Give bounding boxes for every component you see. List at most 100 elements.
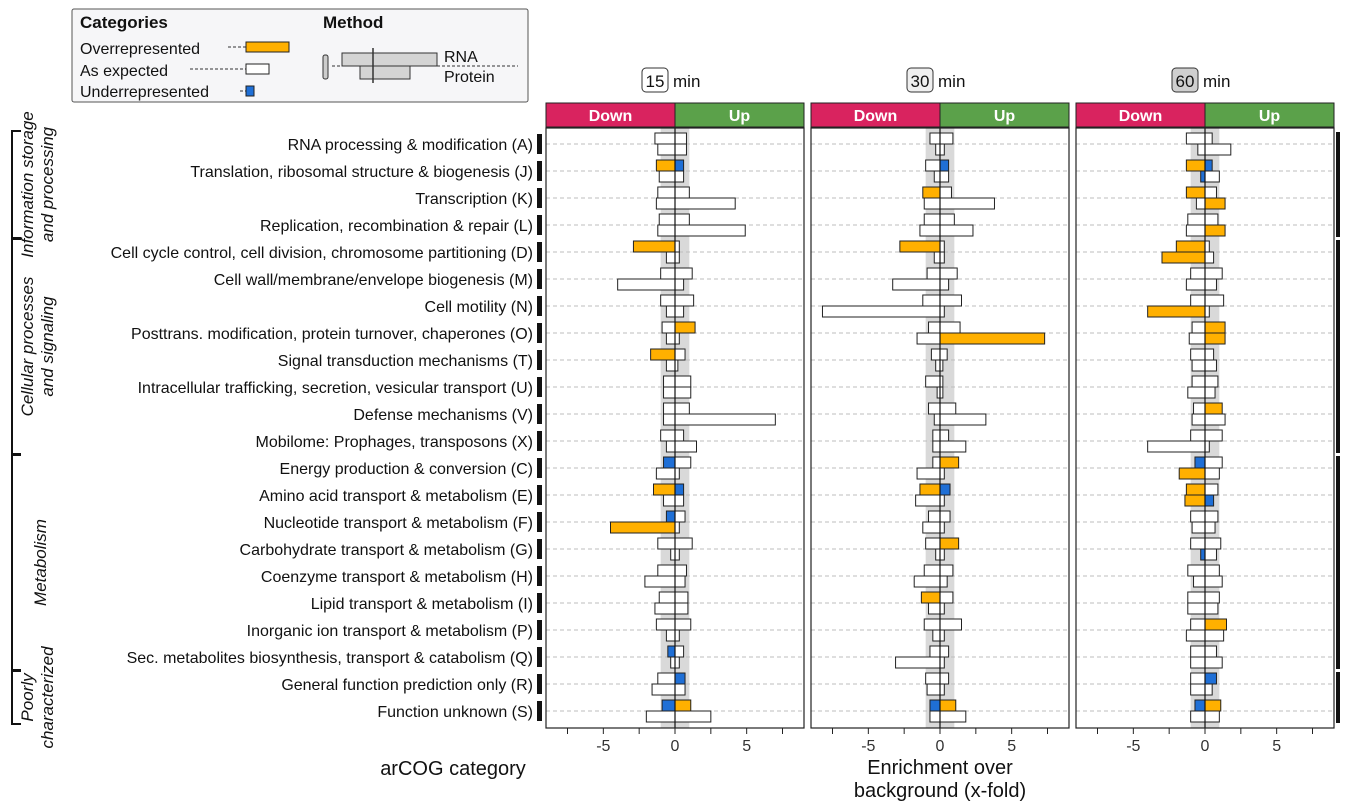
- bar-down-rna: [930, 348, 941, 361]
- bar-down-protein: [1193, 575, 1206, 588]
- bar-down-rna: [663, 456, 676, 469]
- bar-up-protein: [674, 683, 686, 696]
- bar-up-protein: [674, 467, 680, 480]
- bar-up-rna: [674, 375, 692, 388]
- bar-up-protein: [674, 170, 685, 183]
- bar-up-rna: [939, 348, 948, 361]
- x-tick-label: -5: [596, 738, 610, 755]
- bar-up-protein: [1204, 332, 1226, 345]
- bar-down-protein: [1190, 683, 1206, 696]
- bar-down-protein: [926, 683, 941, 696]
- x-axis-title-line1: Enrichment over: [867, 757, 1013, 779]
- bar-down-rna: [657, 564, 676, 577]
- group-label: characterized: [38, 646, 57, 749]
- category-tick: [537, 377, 542, 397]
- bar-up-protein: [674, 332, 680, 345]
- bar-down-rna: [1190, 672, 1206, 685]
- bar-down-rna: [661, 699, 676, 712]
- bar-up-protein: [1204, 602, 1219, 615]
- group-label: and signaling: [38, 296, 57, 397]
- bar-down-protein: [644, 575, 676, 588]
- bar-up-protein: [939, 656, 945, 669]
- category-tick: [537, 458, 542, 478]
- bar-down-rna: [655, 618, 676, 631]
- bar-down-protein: [617, 278, 676, 291]
- bar-up-rna: [939, 645, 950, 658]
- bar-up-rna: [939, 591, 954, 604]
- bar-up-rna: [674, 267, 693, 280]
- bar-up-protein: [1204, 386, 1216, 399]
- bar-up-rna: [1204, 429, 1223, 442]
- bar-down-rna: [654, 132, 676, 145]
- group-side-bar: [1336, 240, 1340, 453]
- category-label: Carbohydrate transport & metabolism (G): [240, 542, 533, 559]
- legend-box: [71, 8, 529, 103]
- bar-down-rna: [1190, 510, 1206, 523]
- strip-down-label: Down: [1119, 108, 1163, 125]
- bar-down-protein: [933, 251, 941, 264]
- x-tick-label: 5: [1007, 738, 1016, 755]
- category-label: Function unknown (S): [377, 704, 533, 721]
- bar-up-protein: [939, 332, 1046, 345]
- bar-up-rna: [939, 537, 960, 550]
- bar-down-rna: [932, 456, 941, 469]
- category-label: Amino acid transport & metabolism (E): [259, 488, 533, 505]
- bar-down-rna: [922, 186, 941, 199]
- bar-up-rna: [674, 537, 693, 550]
- bar-up-rna: [674, 699, 692, 712]
- bar-down-rna: [1185, 483, 1206, 496]
- bar-down-rna: [667, 645, 676, 658]
- bar-down-rna: [932, 429, 941, 442]
- bar-up-rna: [674, 456, 692, 469]
- bar-down-protein: [670, 548, 676, 561]
- bar-down-protein: [1187, 386, 1206, 399]
- bar-up-protein: [939, 413, 987, 426]
- bar-up-rna: [939, 294, 962, 307]
- bar-up-protein: [1204, 710, 1220, 723]
- bar-down-rna: [925, 375, 941, 388]
- bar-down-protein: [915, 494, 941, 507]
- category-tick: [537, 242, 542, 262]
- bar-down-rna: [660, 429, 676, 442]
- category-label: Translation, ribosomal structure & bioge…: [190, 164, 533, 181]
- bar-up-protein: [939, 224, 974, 237]
- bar-up-protein: [674, 602, 689, 615]
- group-label: and processing: [38, 126, 57, 242]
- bar-down-protein: [655, 197, 676, 210]
- bar-up-rna: [1204, 267, 1223, 280]
- bar-up-protein: [674, 224, 746, 237]
- bar-up-rna: [1204, 159, 1213, 172]
- bar-down-protein: [665, 332, 676, 345]
- x-tick-label: 0: [1201, 738, 1210, 755]
- bar-up-rna: [674, 483, 685, 496]
- bar-up-protein: [674, 251, 680, 264]
- bar-down-protein: [1178, 467, 1206, 480]
- bar-up-rna: [674, 564, 687, 577]
- strip-down-label: Down: [589, 108, 633, 125]
- x-axis-title-line2: background (x-fold): [854, 780, 1026, 802]
- bar-down-rna: [657, 186, 676, 199]
- bar-down-protein: [922, 521, 941, 534]
- bar-up-protein: [939, 602, 945, 615]
- bar-up-rna: [1204, 699, 1222, 712]
- category-label: Cell cycle control, cell division, chrom…: [111, 245, 533, 262]
- x-tick-label: 0: [671, 738, 680, 755]
- bar-up-rna: [1204, 672, 1217, 685]
- method-protein-bar: [359, 65, 411, 80]
- bar-down-protein: [610, 521, 676, 534]
- strip-down-label: Down: [854, 108, 898, 125]
- bar-down-rna: [632, 240, 676, 253]
- bar-up-rna: [674, 321, 696, 334]
- bar-down-protein: [665, 305, 676, 318]
- bar-up-protein: [939, 440, 967, 453]
- bar-up-protein: [939, 197, 995, 210]
- bar-down-rna: [1190, 537, 1206, 550]
- bar-up-protein: [1204, 278, 1217, 291]
- bar-down-protein: [645, 710, 676, 723]
- bar-up-rna: [674, 294, 695, 307]
- bar-down-rna: [657, 672, 676, 685]
- bar-down-protein: [1197, 143, 1206, 156]
- bar-down-rna: [660, 294, 676, 307]
- category-label: Sec. metabolites biosynthesis, transport…: [127, 650, 533, 667]
